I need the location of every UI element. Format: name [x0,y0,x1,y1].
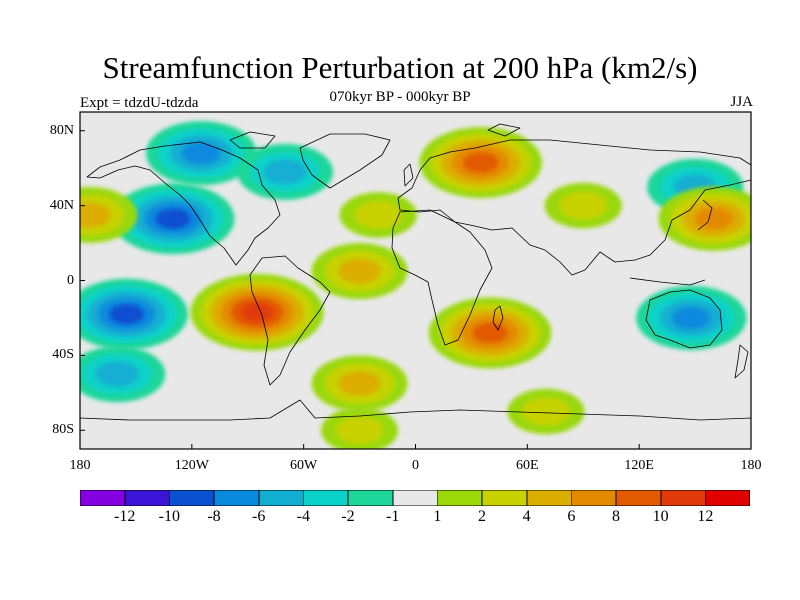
contour-blob [354,200,402,229]
contour-blob [338,371,381,396]
coast-australia [645,289,723,349]
lat-label: 80N [49,122,74,138]
colorbar-label: 1 [433,508,442,525]
season-label: JJA [730,94,753,110]
lat-label: 80S [52,422,74,438]
colorbar-label: -8 [207,508,221,525]
coast-uk [403,163,414,187]
colorbar-swatch [80,490,126,506]
contour-blob [472,322,508,344]
coast-south-america [249,255,331,386]
colorbar-swatch [214,490,260,506]
contour-blob [463,152,499,173]
coast-north-america [86,141,281,266]
experiment-label: Expt = tdzdU-tdzda [80,95,199,111]
lon-label: 60E [516,458,539,473]
contour-blob [95,361,139,387]
coast-japan [697,199,713,231]
lon-label: 180 [69,458,91,473]
coast-svalbard [487,123,521,137]
colorbar-label: 6 [567,508,576,525]
contour-blob [338,258,381,284]
lon-label: 0 [412,458,419,473]
chart-subtitle: 070kyr BP - 000kyr BP [329,89,471,105]
coast-indonesia [629,277,706,286]
colorbar-label: 8 [612,508,620,525]
contour-blob [240,303,274,322]
colorbar-swatch [437,490,483,506]
contour-blob [559,191,608,220]
contour-fields [80,121,751,449]
lat-label: 40S [52,347,74,363]
colorbar-swatch [392,490,438,506]
coast-antarctica [80,399,751,449]
coast-africa [391,209,493,346]
colorbar-label: -12 [113,508,136,525]
coast-madagascar [492,305,504,331]
contour-blob [155,208,191,229]
lon-label: 120W [174,458,209,473]
colorbar-swatch [616,490,662,506]
contour-blob [522,397,570,426]
colorbar-swatch [169,490,215,506]
colorbar-swatch [303,490,349,506]
contour-blob [694,207,733,230]
contour-blob [80,202,111,228]
colorbar-swatch [124,490,170,506]
colorbar-swatch [526,490,572,506]
colorbar-label: -1 [385,508,400,525]
colorbar-label: -10 [158,508,180,525]
contour-blob [263,159,307,185]
colorbar-swatch [348,490,394,506]
colorbar-label: -2 [341,508,355,525]
coastlines [80,123,751,449]
colorbar-label: 4 [522,508,531,525]
chart-title: Streamfunction Perturbation at 200 hPa (… [102,50,698,85]
lon-label: 180 [740,458,762,473]
axis-ticks [79,130,752,449]
colorbar-label: -4 [296,508,310,525]
colorbar-label: 12 [697,508,714,525]
coast-arctic-islands [229,131,276,149]
colorbar-label: -6 [251,508,266,525]
contour-blob [672,306,711,330]
colorbar-swatch [660,490,706,506]
lon-label: 120E [624,458,654,473]
lat-label: 40N [49,197,74,213]
coast-eurasia [397,139,751,276]
colorbar-swatch [571,490,617,506]
lon-label: 60W [290,458,318,473]
colorbar-label: 10 [652,508,669,525]
coast-greenland [299,133,391,189]
contour-blob [335,416,384,445]
lat-label: 0 [67,272,74,288]
colorbar-label: 2 [478,508,486,525]
coast-new-zealand [734,344,749,379]
contour-blob [181,142,221,165]
colorbar-swatch [482,490,528,506]
contour-blob [109,304,145,325]
colorbar-swatch [705,490,751,506]
colorbar-swatch [258,490,304,506]
